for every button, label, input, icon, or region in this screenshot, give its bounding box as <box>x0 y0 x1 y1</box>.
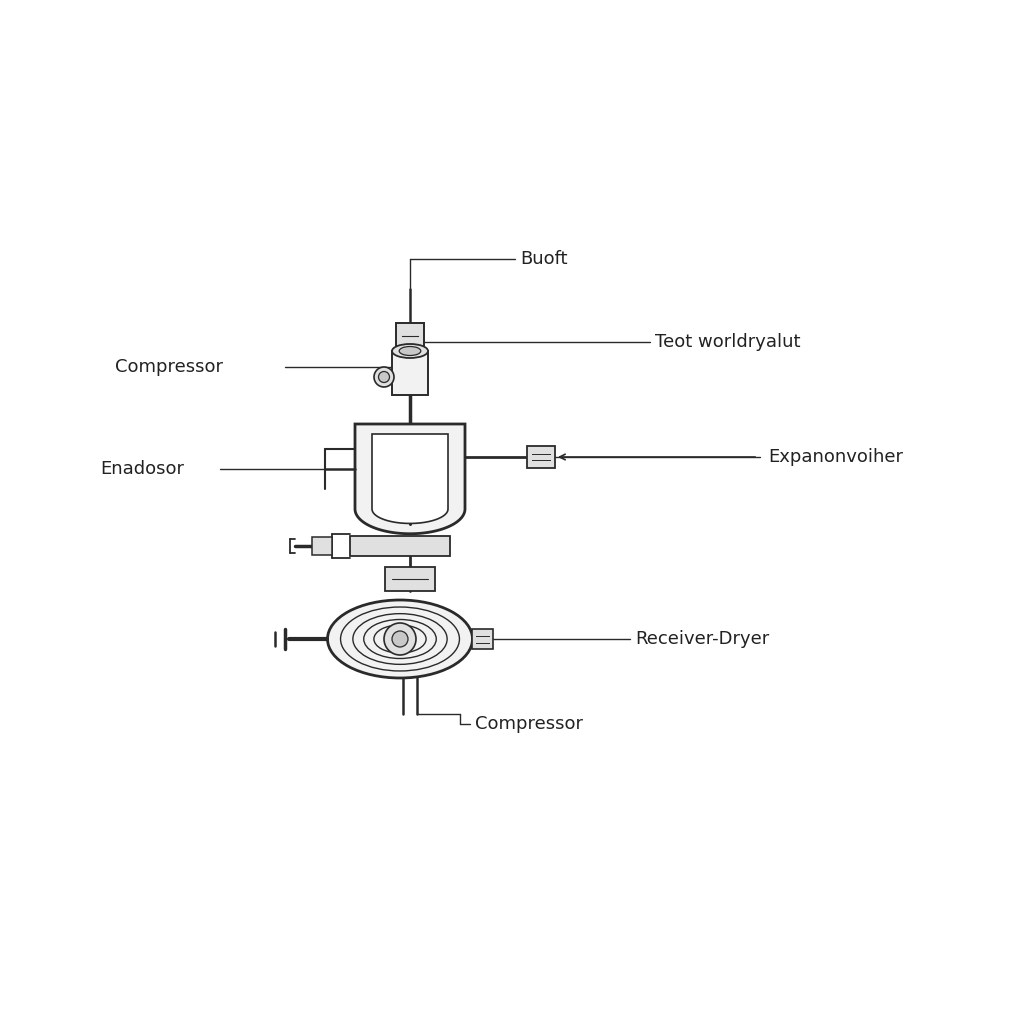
FancyBboxPatch shape <box>312 537 332 555</box>
Text: Compressor: Compressor <box>475 715 583 733</box>
FancyBboxPatch shape <box>472 629 493 649</box>
Ellipse shape <box>328 600 472 678</box>
Text: Expanonvoiher: Expanonvoiher <box>768 449 903 466</box>
Text: Teot worldryalut: Teot worldryalut <box>655 333 801 351</box>
Circle shape <box>374 367 394 387</box>
Circle shape <box>379 372 389 383</box>
Text: Receiver-Dryer: Receiver-Dryer <box>635 630 769 648</box>
FancyBboxPatch shape <box>350 536 450 556</box>
Circle shape <box>384 623 416 655</box>
Text: Buoft: Buoft <box>520 250 567 268</box>
Ellipse shape <box>392 344 428 358</box>
FancyBboxPatch shape <box>392 351 428 395</box>
Text: Compressor: Compressor <box>115 358 223 376</box>
Text: Enadosor: Enadosor <box>100 460 184 478</box>
PathPatch shape <box>372 434 447 523</box>
FancyBboxPatch shape <box>385 567 435 591</box>
PathPatch shape <box>355 424 465 534</box>
Circle shape <box>392 631 408 647</box>
Ellipse shape <box>399 346 421 355</box>
FancyBboxPatch shape <box>396 323 424 361</box>
FancyBboxPatch shape <box>527 446 555 468</box>
